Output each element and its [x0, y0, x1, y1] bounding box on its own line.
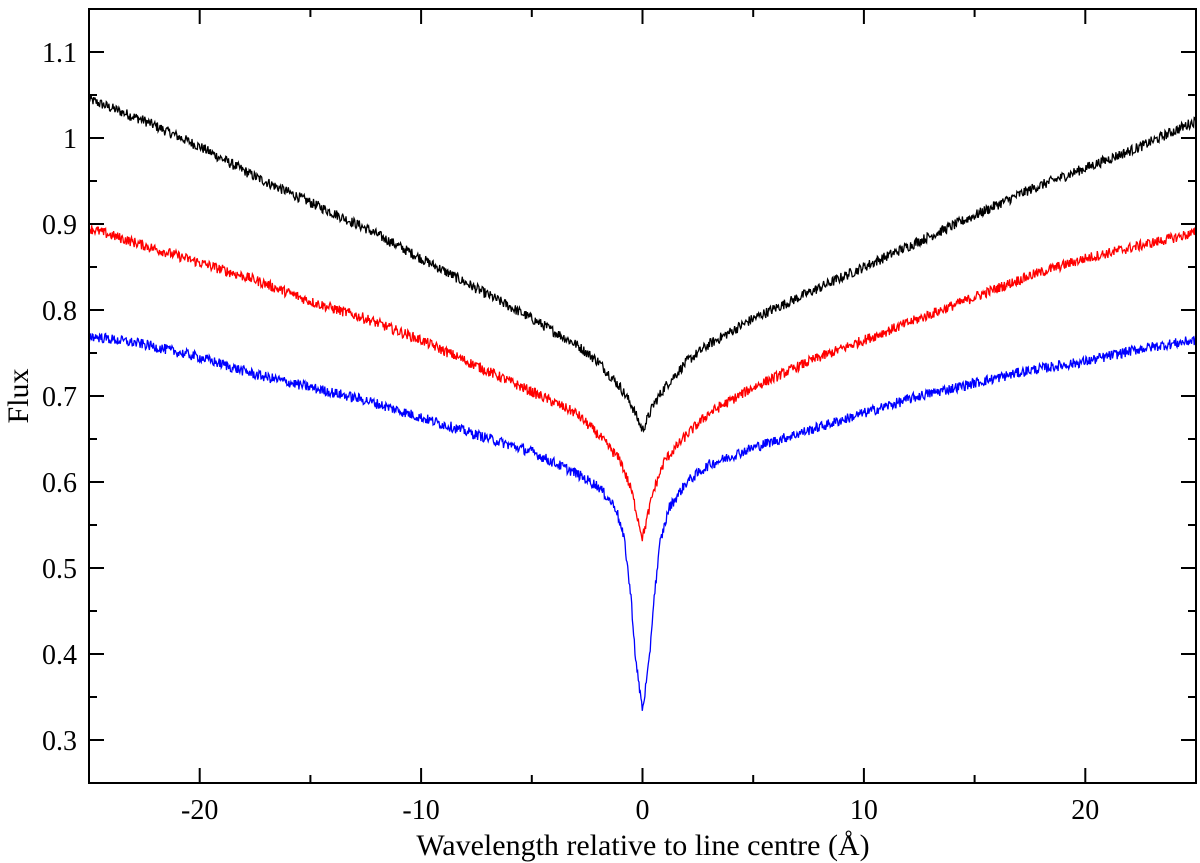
series-line-3	[88, 332, 1197, 711]
y-tick-label: 0.7	[42, 382, 77, 413]
x-tick-label: 20	[1071, 795, 1099, 826]
y-tick-label: 0.4	[42, 640, 77, 671]
plot-frame	[88, 8, 1197, 784]
x-tick-label: 0	[636, 795, 650, 826]
y-tick-label: 0.9	[42, 210, 77, 241]
x-axis-title: Wavelength relative to line centre (Å)	[416, 829, 869, 862]
label-layer: -20 -10 0 10 20 0.3 0.4 0.5 0.6 0.7 0.8 0.9 1 1.1	[42, 38, 1099, 826]
y-tick-label: 0.8	[42, 296, 77, 327]
y-tick-label: 1.1	[42, 38, 77, 69]
y-tick-label: 0.6	[42, 468, 77, 499]
x-tick-label: -10	[402, 795, 439, 826]
y-tick-label: 0.3	[42, 726, 77, 757]
x-tick-label: -20	[181, 795, 218, 826]
series-layer	[88, 94, 1197, 711]
series-line-1	[88, 94, 1197, 433]
y-tick-label: 0.5	[42, 554, 77, 585]
y-tick-label: 1	[63, 124, 77, 155]
x-tick-label: 10	[850, 795, 878, 826]
y-axis-title: Flux	[2, 368, 35, 423]
series-line-2	[88, 225, 1197, 542]
tick-layer	[88, 9, 1197, 783]
